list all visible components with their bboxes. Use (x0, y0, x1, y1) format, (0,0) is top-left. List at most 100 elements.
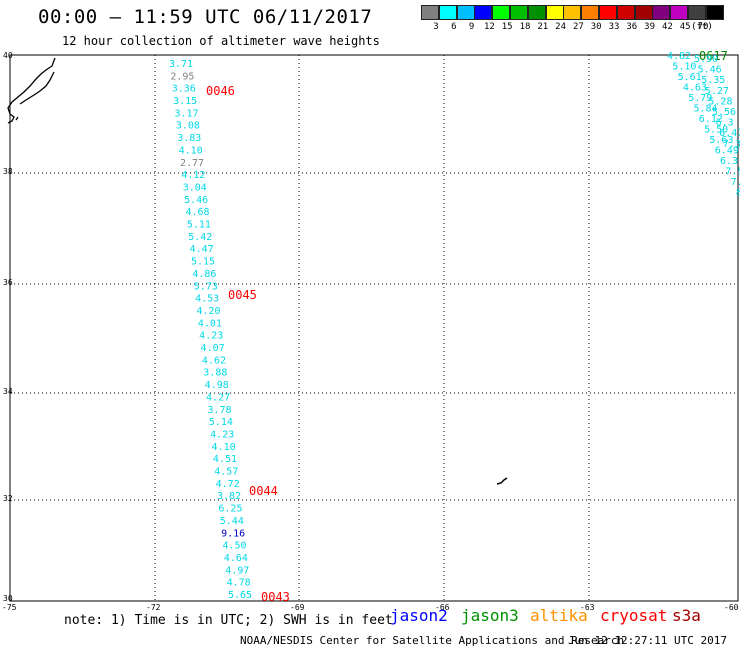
swh-value: 3.08 (176, 121, 200, 132)
swh-value: 4.07 (201, 343, 225, 354)
swh-value: 3.15 (173, 96, 197, 107)
swh-value: 4.64 (224, 553, 248, 564)
swh-value: 5.44 (220, 516, 244, 527)
legend-label: 30 (590, 22, 602, 32)
swh-value: 3.04 (183, 182, 207, 193)
legend-swatch (652, 5, 671, 20)
swh-value: 9.16 (221, 528, 245, 539)
swh-value: 6.25 (218, 504, 242, 515)
swh-value: 4.10 (212, 442, 236, 453)
swh-value-ne: 6.12 (699, 114, 723, 125)
footer-timestamp: Jun 12 12:27:11 UTC 2017 (568, 634, 727, 647)
swh-value: 3.36 (172, 84, 196, 95)
swh-value-ne: 5.61 (678, 72, 702, 83)
legend-swatch (634, 5, 653, 20)
swh-value: 4.12 (181, 170, 205, 181)
swh-value: 4.51 (213, 454, 237, 465)
swh-value: 2.77 (180, 158, 204, 169)
legend-label: 21 (537, 22, 549, 32)
swh-value-ne: 6.3 (716, 118, 734, 129)
swh-value: 4.47 (190, 244, 214, 255)
legend-unit: (ft) (691, 22, 713, 32)
note-text: note: 1) Time is in UTC; 2) SWH is in fe… (64, 613, 393, 628)
legend-label: 18 (519, 22, 531, 32)
legend-label: 12 (483, 22, 495, 32)
legend-label: 39 (644, 22, 656, 32)
legend-swatch (474, 5, 493, 20)
swh-value: 5.73 (194, 281, 218, 292)
legend-swatch (527, 5, 546, 20)
swh-value-ne: 4.63 (683, 83, 707, 94)
swh-value: 5.11 (187, 220, 211, 231)
legend-swatch (510, 5, 528, 20)
swh-value-ne: 5.28 (708, 96, 732, 107)
legend-swatch (688, 5, 706, 20)
swh-value: 4.20 (196, 306, 220, 317)
lon-label-60: -60 (724, 603, 739, 612)
legend-label: 27 (572, 22, 584, 32)
swh-value: 5.15 (191, 257, 215, 268)
legend-label: 42 (661, 22, 673, 32)
swh-value: 4.97 (225, 565, 249, 576)
swh-value-ne: 7. (731, 177, 740, 188)
legend-label: 3 (433, 22, 439, 32)
page-subtitle: 12 hour collection of altimeter wave hei… (62, 34, 380, 48)
swh-value: 4.98 (205, 380, 229, 391)
mission-s3a: s3a (672, 606, 701, 625)
lat-label-38: 38 (3, 167, 13, 176)
swh-value: 4.57 (214, 467, 238, 478)
swh-value-ne: 6.49 (715, 146, 739, 157)
lat-label-30: 30 (3, 594, 13, 603)
mission-cryosat: cryosat (600, 606, 668, 625)
legend-swatch (438, 5, 457, 20)
lat-label-36: 36 (3, 278, 13, 287)
time-label: 0045 (228, 288, 257, 302)
page-title: 00:00 – 11:59 UTC 06/11/2017 (38, 6, 373, 28)
swh-value: 3.78 (207, 405, 231, 416)
legend-label: 6 (451, 22, 457, 32)
time-label: 0044 (249, 484, 278, 498)
legend-label: 15 (501, 22, 513, 32)
legend-swatch (616, 5, 635, 20)
swh-value-ne: 5.90 (694, 54, 718, 65)
legend-swatch (581, 5, 600, 20)
coastline-cape-cod (7, 57, 56, 124)
swh-value-ne: 5.50 (704, 125, 728, 136)
mission-jason2: jason2 (390, 606, 448, 625)
lon-label-72: -72 (146, 603, 161, 612)
swh-value: 4.62 (202, 355, 226, 366)
swh-value-ne: 5.35 (701, 75, 725, 86)
swh-value: 5.46 (184, 195, 208, 206)
swh-value: 5.42 (188, 232, 212, 243)
legend-swatch (456, 5, 475, 20)
legend-swatch (563, 5, 582, 20)
swh-value: 4.78 (227, 578, 251, 589)
swh-value: 4.23 (210, 429, 234, 440)
time-label: 0043 (261, 590, 290, 604)
swh-value: 3.71 (169, 59, 193, 70)
legend-swatch (545, 5, 564, 20)
legend-swatch (599, 5, 617, 20)
swh-value: 4.68 (185, 207, 209, 218)
lon-label-63: -63 (580, 603, 595, 612)
swh-value: 2.95 (170, 71, 194, 82)
swh-value: 4.86 (192, 269, 216, 280)
swh-value-ne: 5.79 (688, 93, 712, 104)
lon-label-66: -66 (435, 603, 450, 612)
time-label: 0046 (206, 84, 235, 98)
lon-label-75: -75 (2, 603, 17, 612)
swh-value-ne: 6.3 (720, 156, 738, 167)
swh-value-ne: 5.84 (694, 104, 718, 115)
swh-value-ne: 4.82 (667, 51, 691, 62)
mission-altika: altika (530, 606, 588, 625)
legend-swatch (705, 5, 724, 20)
swh-value-ne: 8 (736, 188, 740, 199)
swh-value: 3.17 (174, 108, 198, 119)
legend-label: 70 (697, 22, 709, 32)
swh-value: 4.53 (195, 294, 219, 305)
swh-value-ne: 5.46 (698, 65, 722, 76)
swh-value: 4.72 (216, 479, 240, 490)
swh-value: 5.14 (209, 417, 233, 428)
